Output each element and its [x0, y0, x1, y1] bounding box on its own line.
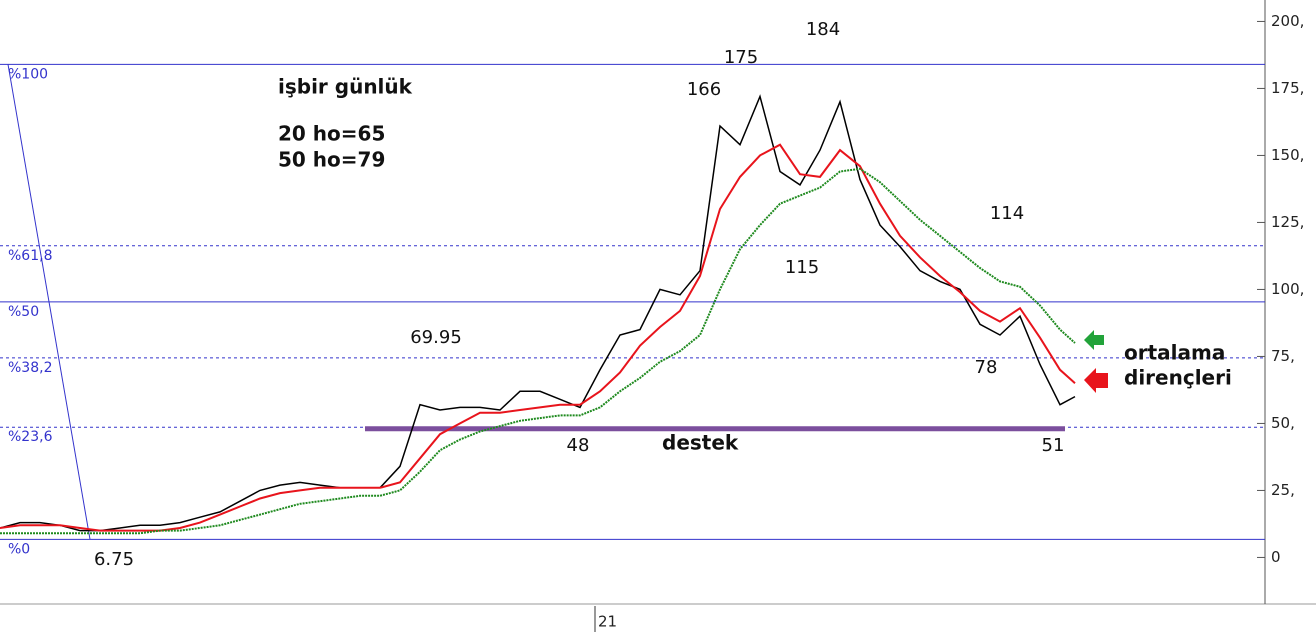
- fib-label: %0: [8, 541, 30, 557]
- note: işbir günlük: [278, 75, 413, 99]
- price-label: 6.75: [94, 549, 134, 570]
- red-arrow: [1084, 368, 1108, 393]
- support-label: destek: [662, 431, 739, 455]
- price-label: 184: [806, 19, 840, 40]
- y-tick-label: 125,: [1271, 213, 1304, 231]
- fib-label: %100: [8, 66, 48, 82]
- series-line: [0, 143, 1076, 532]
- y-tick-label: 25,: [1271, 481, 1295, 499]
- y-tick-label: 200,: [1271, 12, 1304, 30]
- y-tick-label: 0: [1271, 548, 1281, 566]
- y-tick-label: 100,: [1271, 280, 1304, 298]
- price-label: 78: [975, 357, 998, 378]
- price-label: 166: [687, 79, 721, 100]
- y-tick-label: 150,: [1271, 146, 1304, 164]
- x-tick-label: 21: [598, 613, 617, 631]
- green-arrow: [1084, 330, 1104, 350]
- series-line: [0, 94, 1076, 532]
- price-label: 115: [785, 257, 819, 278]
- fib-label: %50: [8, 304, 39, 320]
- price-label: 69.95: [410, 327, 462, 348]
- y-tick-label: 50,: [1271, 414, 1295, 432]
- note: 50 ho=79: [278, 148, 385, 172]
- fib-label: %38,2: [8, 360, 52, 376]
- price-label: 114: [990, 203, 1024, 224]
- y-tick-label: 175,: [1271, 79, 1304, 97]
- plot: 0 25, 50, 75, 100, 125, 150, 175, 200, 21 %0 %23,6%…: [0, 12, 1304, 632]
- y-tick-label: 75,: [1271, 347, 1295, 365]
- fib-trend: [7, 64, 91, 540]
- arrow-note: dirençleri: [1124, 366, 1232, 390]
- price-label: 175: [724, 47, 758, 68]
- series-line: [0, 167, 1076, 535]
- price-label: 48: [567, 435, 590, 456]
- fib-label: %61,8: [8, 248, 52, 264]
- price-label: 51: [1042, 435, 1065, 456]
- fib-label: %23,6: [8, 429, 53, 445]
- arrow-note: ortalama: [1124, 341, 1225, 365]
- note: 20 ho=65: [278, 122, 385, 146]
